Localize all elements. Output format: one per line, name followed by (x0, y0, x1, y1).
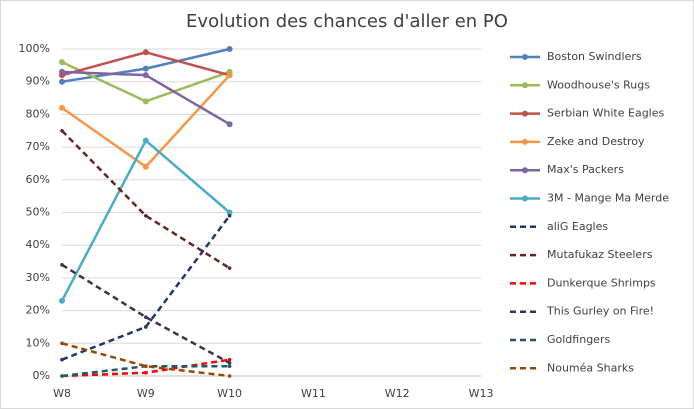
y-tick-label: 80% (26, 107, 50, 120)
point (59, 68, 65, 75)
point (59, 59, 65, 66)
legend-label: Zeke and Destroy (547, 135, 645, 148)
point (226, 209, 233, 216)
point (227, 213, 232, 218)
point (142, 65, 149, 72)
x-tick-label: W9 (137, 387, 155, 400)
legend-marker (522, 110, 528, 117)
legend-label: Boston Swindlers (547, 50, 642, 63)
point (142, 49, 149, 56)
point (59, 104, 65, 111)
legend-label: Serbian White Eagles (547, 107, 664, 120)
point (60, 263, 64, 267)
point (59, 297, 65, 304)
y-tick-label: 90% (26, 75, 50, 88)
y-tick-label: 50% (26, 206, 50, 219)
legend-marker (522, 138, 528, 145)
point (60, 357, 64, 362)
chart-title: Evolution des chances d'aller en PO (186, 11, 508, 32)
legend-label: Nouméa Sharks (547, 361, 634, 374)
point (227, 266, 232, 270)
point (227, 374, 232, 378)
y-tick-label: 60% (26, 173, 50, 186)
legend-marker (522, 195, 528, 202)
legend-marker (522, 54, 528, 60)
point (144, 213, 148, 218)
point (144, 325, 148, 329)
point (227, 361, 232, 365)
x-tick-label: W10 (217, 387, 242, 400)
legend-label: Dunkerque Shrimps (547, 276, 656, 289)
legend-label: Woodhouse's Rugs (547, 78, 650, 91)
legend-label: aliG Eagles (547, 220, 608, 233)
point (144, 315, 148, 319)
legend-label: Max's Packers (547, 163, 624, 176)
y-tick-label: 70% (26, 140, 50, 153)
legend-label: Goldfingers (547, 333, 610, 346)
point (60, 374, 64, 378)
y-tick-label: 40% (26, 238, 50, 251)
point (226, 121, 233, 128)
series-line (61, 129, 231, 270)
point (142, 72, 149, 79)
point (227, 364, 232, 368)
x-tick-label: W12 (385, 387, 410, 400)
series-line (61, 342, 230, 378)
y-tick-label: 100% (19, 42, 50, 55)
point (226, 46, 233, 52)
y-tick-label: 20% (26, 304, 50, 317)
point (142, 98, 149, 105)
legend-marker (522, 167, 528, 174)
legend-label: Mutafukaz Steelers (547, 248, 653, 261)
legend-marker (522, 82, 528, 89)
point (144, 370, 148, 375)
x-tick-label: W11 (301, 387, 326, 400)
x-tick-label: W13 (469, 387, 494, 400)
y-tick-label: 10% (26, 336, 50, 349)
point (226, 72, 233, 79)
legend-label: 3M - Mange Ma Merde (547, 192, 669, 205)
point (142, 163, 149, 170)
point (144, 364, 148, 368)
legend-label: This Gurley on Fire! (546, 305, 654, 318)
x-tick-label: W8 (53, 387, 71, 400)
y-tick-label: 30% (26, 271, 50, 284)
point (59, 78, 65, 85)
point (227, 357, 232, 362)
point (142, 137, 149, 144)
y-tick-label: 0% (33, 369, 50, 382)
series-line (61, 215, 231, 361)
point (60, 128, 64, 133)
series-line (61, 263, 231, 365)
point (60, 341, 64, 346)
